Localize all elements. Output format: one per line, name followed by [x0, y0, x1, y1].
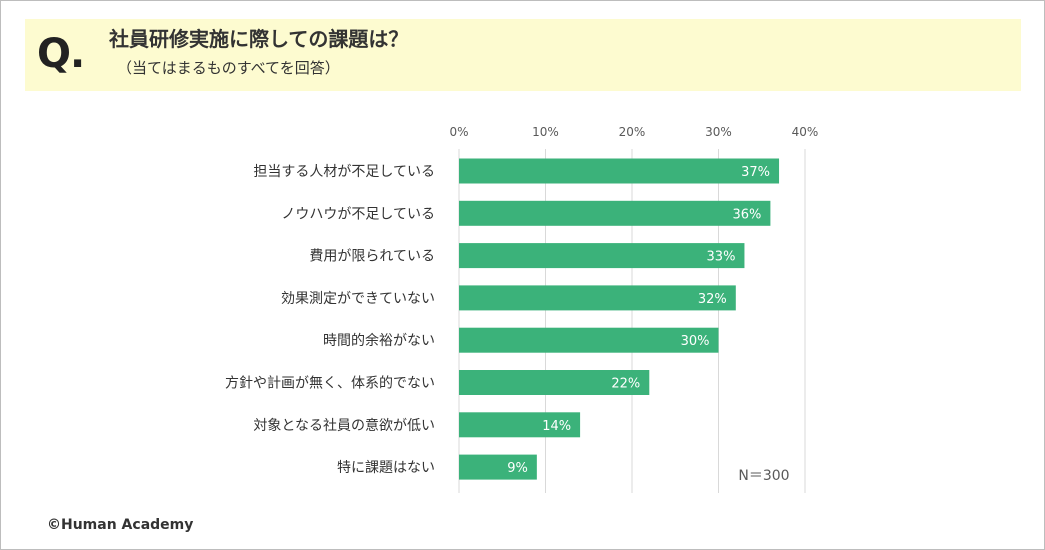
x-tick-label: 0% — [449, 125, 468, 139]
data-label: 37% — [741, 165, 770, 180]
category-label: 時間的余裕がない — [323, 332, 435, 349]
data-label: 9% — [507, 461, 528, 476]
copyright-label: ©Human Academy — [47, 517, 194, 533]
data-label: 36% — [732, 207, 761, 222]
category-label: 方針や計画が無く、体系的でない — [225, 376, 435, 392]
data-label: 14% — [542, 419, 571, 434]
category-label: 担当する人材が不足している — [253, 164, 435, 180]
category-label: 費用が限られている — [309, 249, 435, 265]
bar — [459, 454, 537, 480]
question-mark: Q. — [37, 31, 85, 77]
question-title: 社員研修実施に際しての課題は？ — [109, 27, 409, 51]
x-tick-label: 10% — [532, 125, 559, 139]
sample-size-label: N＝300 — [738, 468, 789, 484]
data-label: 32% — [698, 292, 727, 307]
x-tick-label: 40% — [792, 125, 819, 139]
category-label: 対象となる社員の意欲が低い — [253, 417, 435, 434]
bar — [459, 158, 780, 184]
category-label: 特に課題はない — [337, 460, 435, 476]
data-label: 22% — [611, 377, 640, 392]
bar — [459, 243, 745, 269]
data-label: 33% — [707, 250, 736, 265]
category-label: 効果測定ができていない — [281, 291, 435, 307]
question-subtitle: （当てはまるものすべてを回答） — [117, 59, 340, 77]
bar — [459, 200, 771, 226]
question-banner: Q. 社員研修実施に際しての課題は？ （当てはまるものすべてを回答） — [25, 19, 1021, 91]
category-label: ノウハウが不足している — [281, 206, 435, 222]
bar — [459, 327, 719, 353]
bar — [459, 370, 650, 395]
data-label: 30% — [681, 334, 710, 349]
x-tick-label: 20% — [619, 125, 646, 139]
bar — [459, 412, 581, 438]
bar — [459, 285, 736, 311]
x-tick-label: 30% — [705, 125, 732, 139]
